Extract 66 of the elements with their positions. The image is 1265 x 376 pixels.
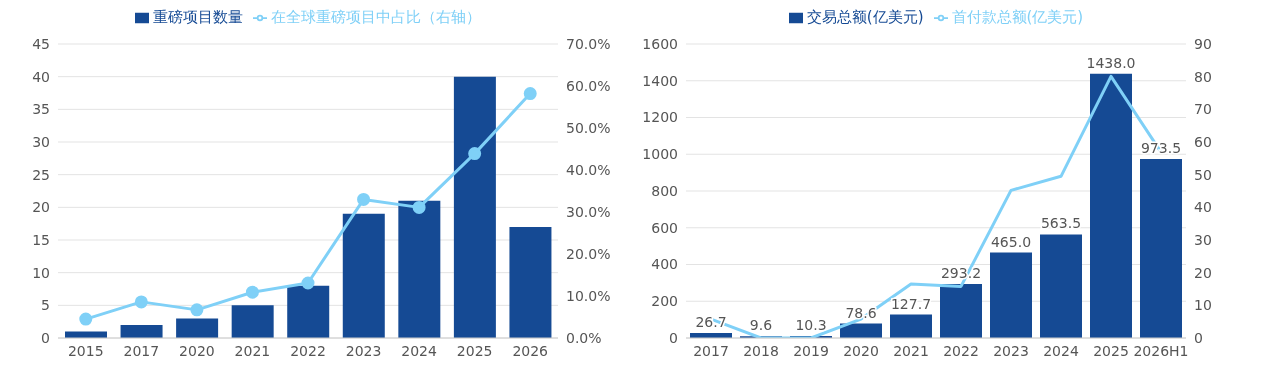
y-tick-label: 400 <box>651 256 678 273</box>
y-tick-label: 1400 <box>642 72 678 89</box>
y-tick-label: 10 <box>32 264 50 281</box>
data-label: 9.6 <box>749 317 773 334</box>
x-tick-label: 2021 <box>893 342 929 359</box>
x-tick-label: 2017 <box>123 342 160 359</box>
y2-tick-label: 50 <box>1194 166 1212 183</box>
y2-tick-label: 10 <box>1194 297 1212 314</box>
legend-label: 交易总额(亿美元) <box>806 8 924 26</box>
y-tick-label: 15 <box>32 231 50 248</box>
y-tick-label: 30 <box>32 133 50 150</box>
data-label: 563.5 <box>1040 215 1082 232</box>
y-tick-label: 45 <box>32 35 50 52</box>
y-tick-label: 0 <box>669 329 678 346</box>
x-tick-label: 2022 <box>290 342 326 359</box>
y-tick-label: 0 <box>41 329 50 346</box>
y-tick-label: 1200 <box>642 109 678 126</box>
x-tick-label: 2017 <box>693 342 729 359</box>
y-tick-label: 5 <box>41 297 50 314</box>
y-tick-label: 35 <box>32 101 50 118</box>
y2-tick-label: 20.0% <box>566 245 611 262</box>
y2-tick-label: 30.0% <box>566 203 611 220</box>
x-tick-label: 2024 <box>1043 342 1079 359</box>
y-tick-label: 40 <box>32 68 50 85</box>
data-label: 10.3 <box>795 317 827 334</box>
y2-tick-label: 60.0% <box>566 77 611 94</box>
y2-tick-label: 30 <box>1194 231 1212 248</box>
y2-tick-label: 20 <box>1194 264 1212 281</box>
x-tick-label: 2019 <box>793 342 829 359</box>
x-tick-label: 2025 <box>1093 342 1129 359</box>
x-tick-label: 2022 <box>943 342 979 359</box>
x-tick-label: 2018 <box>743 342 779 359</box>
y-tick-label: 1000 <box>642 146 678 163</box>
x-tick-label: 2026 <box>512 342 549 359</box>
y2-tick-label: 40.0% <box>566 161 611 178</box>
x-tick-label: 2021 <box>234 342 271 359</box>
y2-tick-label: 10.0% <box>566 287 611 304</box>
y2-tick-label: 50.0% <box>566 119 611 136</box>
y-tick-label: 200 <box>651 293 678 310</box>
y-tick-label: 800 <box>651 182 678 199</box>
data-label: 1438.0 <box>1086 54 1136 71</box>
y-tick-label: 25 <box>32 166 50 183</box>
x-tick-label: 2020 <box>843 342 879 359</box>
y2-tick-label: 70 <box>1194 101 1212 118</box>
y2-tick-label: 80 <box>1194 68 1212 85</box>
x-tick-label: 2020 <box>179 342 215 359</box>
data-label: 465.0 <box>990 233 1032 250</box>
x-tick-label: 2023 <box>993 342 1029 359</box>
x-tick-label: 2024 <box>401 342 438 359</box>
legend-label: 首付款总额(亿美元) <box>951 8 1084 26</box>
y-tick-label: 1600 <box>642 35 678 52</box>
x-tick-label: 2023 <box>345 342 382 359</box>
x-tick-label: 2025 <box>456 342 493 359</box>
legend-label: 重磅项目数量 <box>153 8 243 26</box>
y2-tick-label: 70.0% <box>566 35 611 52</box>
x-tick-label: 2015 <box>67 342 104 359</box>
y2-tick-label: 0.0% <box>566 329 602 346</box>
y2-tick-label: 90 <box>1194 35 1212 52</box>
legend-label: 在全球重磅项目中占比（右轴） <box>271 8 481 26</box>
y-tick-label: 600 <box>651 219 678 236</box>
y2-tick-label: 60 <box>1194 133 1212 150</box>
x-tick-label: 2026H1 <box>1133 342 1189 359</box>
data-label: 127.7 <box>890 295 932 312</box>
y2-tick-label: 40 <box>1194 199 1212 216</box>
y2-tick-label: 0 <box>1194 329 1203 346</box>
y-tick-label: 20 <box>32 199 50 216</box>
